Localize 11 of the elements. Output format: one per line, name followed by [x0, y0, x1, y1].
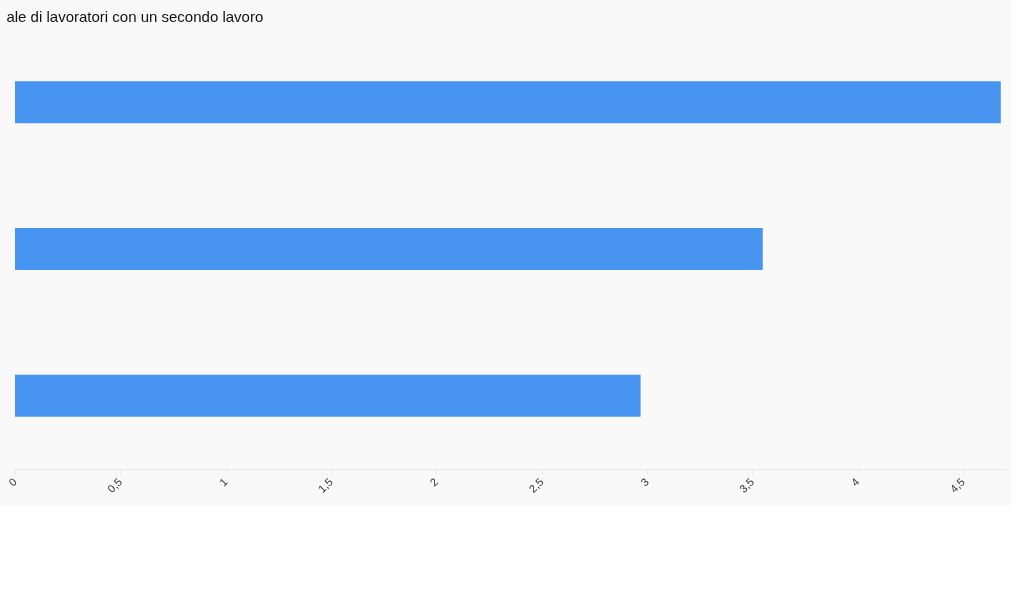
x-tick-label: 2,5: [526, 475, 546, 495]
x-tick-label: 3,5: [736, 475, 757, 495]
x-tick-label: 3: [638, 475, 651, 489]
x-tick-label: 0: [6, 475, 20, 489]
x-tick-label: 4: [848, 475, 862, 489]
chart-title: ale di lavoratori con un secondo lavoro: [6, 8, 264, 25]
x-tick-label: 2: [427, 475, 441, 489]
x-tick-label: 1: [216, 475, 230, 489]
x-tick-label: 0,5: [105, 475, 125, 495]
x-tick-label: 1,5: [315, 475, 335, 495]
x-tick-label: 4,5: [947, 475, 967, 495]
